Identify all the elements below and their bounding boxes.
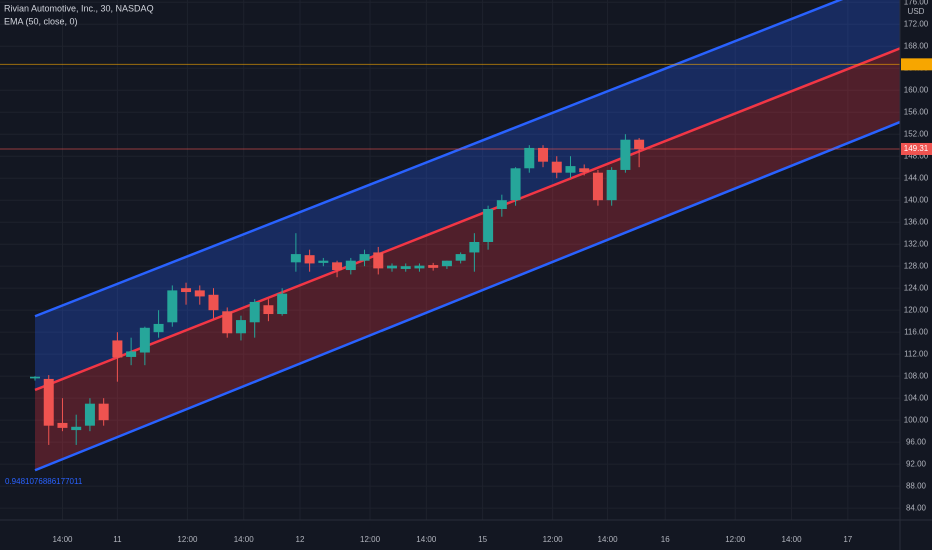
y-tick-label: 112.00: [904, 349, 928, 358]
candle-body: [620, 139, 631, 170]
x-tick-label: 15: [478, 535, 487, 544]
candle-body: [208, 294, 219, 311]
y-tick-label: 92.00: [906, 459, 927, 468]
candle-body: [441, 260, 452, 267]
last-price-label: 149.31: [904, 144, 929, 153]
candle-body: [373, 252, 384, 269]
y-tick-label: 116.00: [904, 327, 928, 336]
candle-body: [181, 288, 192, 293]
x-tick-label: 14:00: [598, 535, 619, 544]
y-tick-label: 160.00: [904, 85, 929, 94]
candle-body: [496, 200, 507, 209]
candle-body: [332, 262, 343, 271]
candle-body: [592, 172, 603, 201]
channel-lower-line: [34, 120, 901, 472]
candle-body: [30, 376, 41, 379]
x-tick-label: 14:00: [782, 535, 803, 544]
y-tick-label: 168.00: [904, 41, 929, 50]
candle-body: [263, 305, 274, 315]
y-tick-label: 140.00: [904, 195, 929, 204]
x-tick-label: 14:00: [416, 535, 437, 544]
x-tick-label: 12:00: [360, 535, 381, 544]
candle-body: [98, 403, 109, 421]
candle-body: [634, 139, 645, 150]
y-tick-label: 172.00: [904, 19, 929, 28]
x-tick-label: 12:00: [177, 535, 198, 544]
plot-area: [0, 0, 901, 520]
candle-body: [249, 301, 260, 323]
y-tick-label: 132.00: [904, 239, 929, 248]
lower-band-fill: [35, 48, 901, 471]
candle-body: [455, 254, 466, 261]
x-tick-label: 16: [661, 535, 670, 544]
candle-body: [153, 323, 164, 333]
candle-body: [222, 311, 233, 334]
candle-body: [538, 147, 549, 162]
y-tick-label: 136.00: [904, 217, 929, 226]
y-tick-label: 144.00: [904, 173, 929, 182]
candle-body: [345, 260, 356, 271]
legend-title: Rivian Automotive, Inc., 30, NASDAQ: [4, 3, 154, 13]
candle-body: [524, 147, 535, 169]
candle-body: [57, 422, 68, 428]
candle-body: [112, 340, 123, 358]
candle-body: [84, 403, 95, 426]
y-tick-label: 100.00: [904, 415, 929, 424]
y-tick-label: 120.00: [904, 305, 929, 314]
corner-label: 0.9481076886177011: [5, 477, 83, 486]
x-tick-label: 12: [296, 535, 305, 544]
x-tick-label: 11: [113, 535, 122, 544]
candle-body: [414, 265, 425, 269]
upper-band-fill: [35, 0, 900, 390]
candle-body: [469, 241, 480, 253]
candle-body: [43, 378, 54, 426]
candle-body: [126, 351, 137, 357]
x-tick-label: 17: [843, 535, 852, 544]
candle-body: [386, 265, 397, 269]
level-tag: [901, 58, 932, 71]
candle-body: [290, 254, 301, 263]
x-tick-label: 14:00: [234, 535, 255, 544]
last-price-tag: [901, 142, 932, 155]
candle-body: [277, 293, 288, 315]
candle-body: [483, 208, 494, 242]
candle-body: [606, 169, 617, 201]
y-tick-label: 176.00: [904, 0, 929, 6]
channel-middle-line: [34, 47, 901, 392]
legend-indicator: EMA (50, close, 0): [4, 16, 78, 26]
x-tick-label: 12:00: [725, 535, 746, 544]
y-tick-label: 152.00: [904, 129, 929, 138]
y-tick-label: 108.00: [904, 371, 929, 380]
candle-body: [139, 327, 150, 353]
y-tick-label: 96.00: [906, 437, 927, 446]
candle-body: [428, 265, 439, 268]
candle-body: [551, 161, 562, 173]
candle-body: [510, 168, 521, 201]
candle-body: [71, 426, 82, 431]
y-tick-label: 88.00: [906, 481, 927, 490]
y-tick-label: 148.00: [904, 151, 929, 160]
candle-body: [359, 254, 370, 261]
x-tick-label: 12:00: [543, 535, 564, 544]
candle-body: [565, 166, 576, 173]
candle-body: [194, 290, 205, 297]
y-tick-label: 104.00: [904, 393, 929, 402]
x-tick-label: 14:00: [52, 535, 73, 544]
y-tick-label: 124.00: [904, 283, 929, 292]
y-tick-label: 156.00: [904, 107, 929, 116]
y-tick-label: 84.00: [906, 503, 927, 512]
candle-body: [579, 168, 590, 173]
candle-body: [167, 290, 178, 323]
candle-body: [400, 266, 411, 269]
currency-label: USD: [908, 7, 925, 16]
candle-body: [318, 260, 329, 263]
channel-upper-line: [34, 0, 844, 318]
candle-body: [235, 320, 246, 334]
y-tick-label: 128.00: [904, 261, 929, 270]
candle-body: [304, 255, 315, 264]
